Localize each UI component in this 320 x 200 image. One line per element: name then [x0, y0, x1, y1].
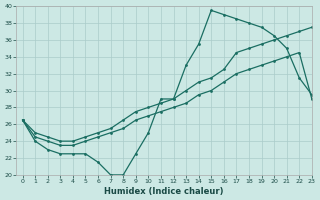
- X-axis label: Humidex (Indice chaleur): Humidex (Indice chaleur): [104, 187, 224, 196]
